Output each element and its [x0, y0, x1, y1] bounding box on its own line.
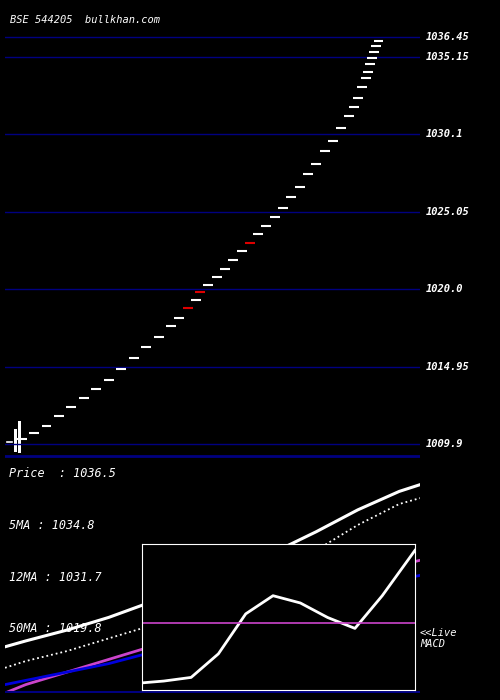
- Text: 12MA : 1031.7: 12MA : 1031.7: [9, 570, 102, 584]
- Text: 5MA : 1034.8: 5MA : 1034.8: [9, 519, 94, 532]
- Bar: [14, 428, 17, 452]
- Text: 1036.45: 1036.45: [426, 32, 470, 42]
- Text: 1020.0: 1020.0: [426, 284, 464, 294]
- Text: Price  : 1036.5: Price : 1036.5: [9, 467, 116, 480]
- Text: 1030.1: 1030.1: [426, 130, 464, 139]
- Text: 1014.95: 1014.95: [426, 362, 470, 372]
- Text: 1025.05: 1025.05: [426, 206, 470, 217]
- Text: <<Live
MACD: <<Live MACD: [420, 628, 458, 650]
- Text: 50MA : 1019.8: 50MA : 1019.8: [9, 622, 102, 636]
- Text: 1035.15: 1035.15: [426, 52, 470, 62]
- Bar: [18, 421, 21, 453]
- Text: BSE 544205  bullkhan.com: BSE 544205 bullkhan.com: [10, 15, 160, 25]
- Text: 1009.9: 1009.9: [426, 439, 464, 449]
